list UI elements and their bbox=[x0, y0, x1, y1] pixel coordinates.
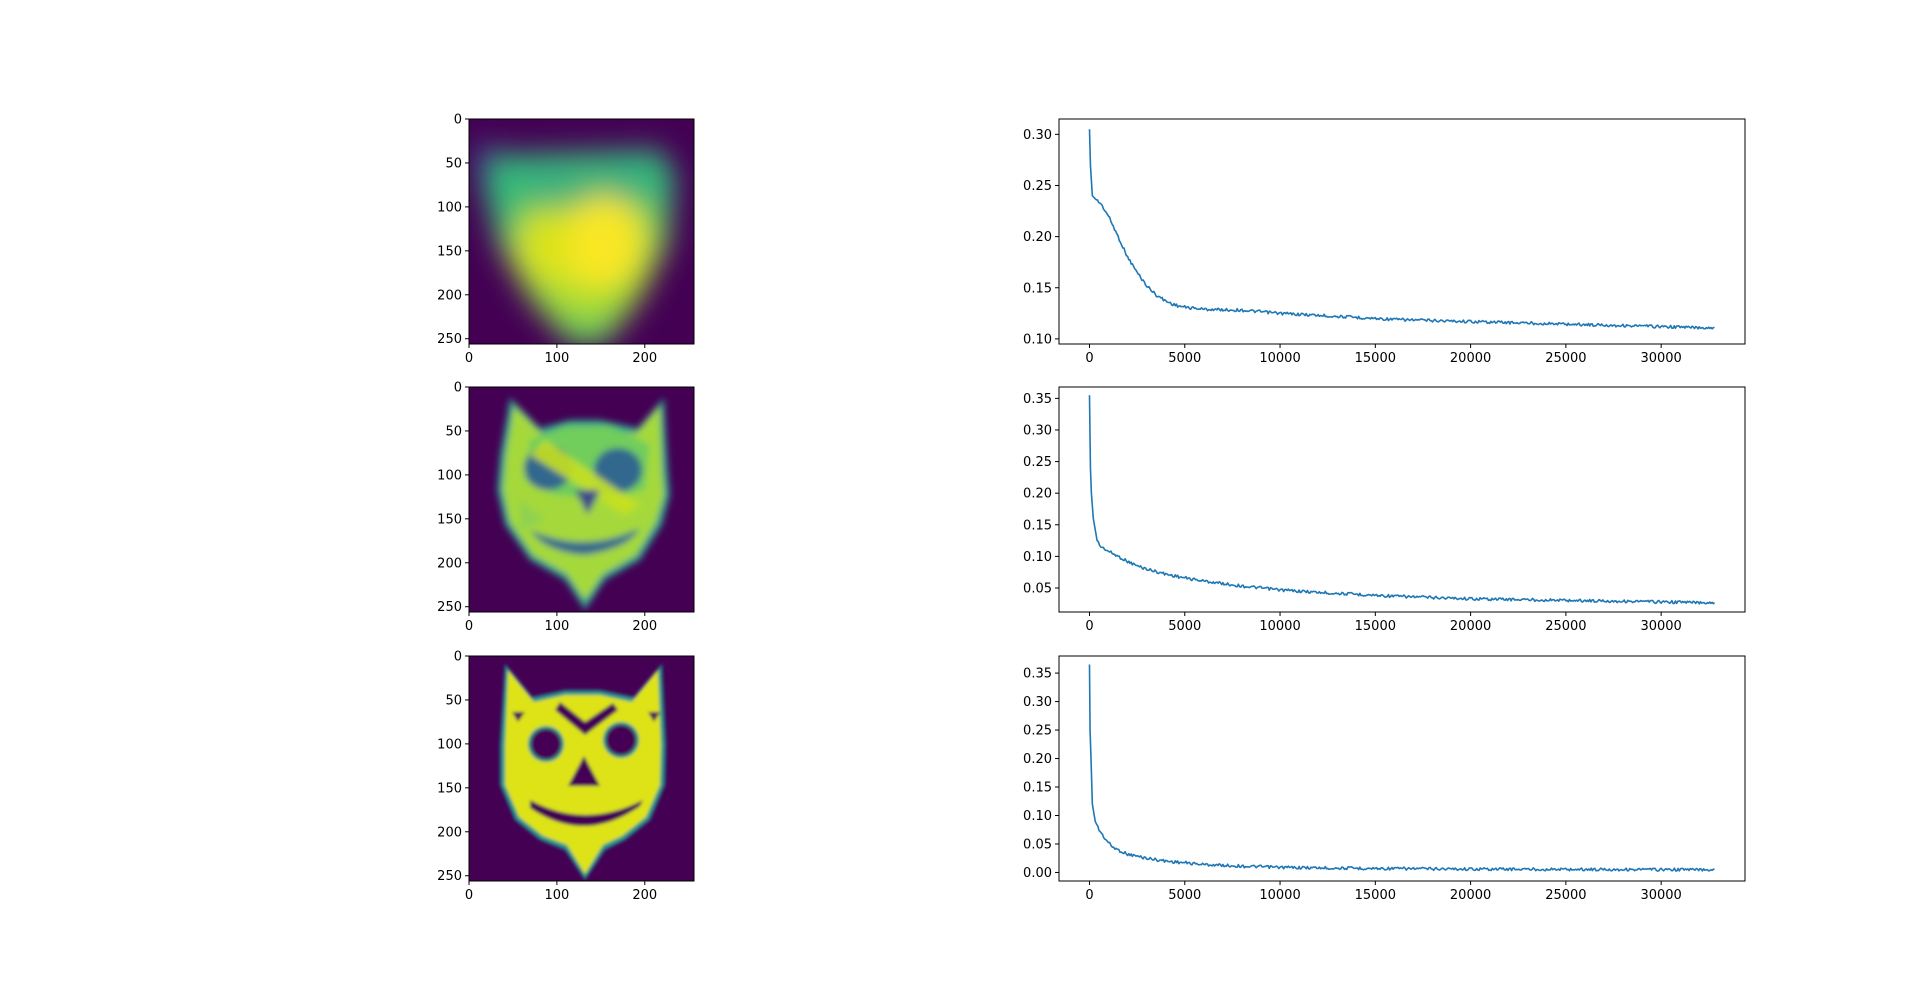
x-tick-label: 25000 bbox=[1545, 619, 1586, 634]
x-tick-label: 15000 bbox=[1355, 351, 1396, 366]
x-tick-label: 0 bbox=[465, 351, 473, 366]
x-tick-label: 10000 bbox=[1259, 888, 1300, 903]
y-tick-label: 0.10 bbox=[1023, 332, 1052, 347]
loss-panel-1: 0 5000 10000 15000 20000 25000 30000 0.10 0.15 0.… bbox=[1023, 118, 1746, 366]
image-axis-2: 0 100 200 0 50 100 150 200 250 bbox=[437, 381, 657, 635]
y-tick-label: 100 bbox=[437, 737, 462, 752]
y-tick-label: 0.20 bbox=[1023, 487, 1052, 502]
y-tick-label: 150 bbox=[437, 244, 462, 259]
x-tick-label: 0 bbox=[1085, 619, 1093, 634]
y-tick-label: 0.00 bbox=[1023, 866, 1052, 881]
x-tick-label: 200 bbox=[632, 351, 657, 366]
y-tick-label: 200 bbox=[437, 556, 462, 571]
plot-frame bbox=[1058, 386, 1746, 613]
y-tick-label: 0.35 bbox=[1023, 667, 1052, 682]
y-tick-label: 0.20 bbox=[1023, 752, 1052, 767]
y-tick-label: 50 bbox=[445, 693, 462, 708]
x-tick-label: 200 bbox=[632, 888, 657, 903]
x-tick-label: 20000 bbox=[1450, 351, 1491, 366]
y-tick-label: 200 bbox=[437, 825, 462, 840]
loss-panel-3: 0 5000 10000 15000 20000 25000 30000 0.00 0.05 0.… bbox=[1023, 655, 1746, 903]
y-tick-label: 0.20 bbox=[1023, 230, 1052, 245]
x-tick-label: 20000 bbox=[1450, 619, 1491, 634]
x-tick-label: 25000 bbox=[1545, 888, 1586, 903]
x-tick-label: 10000 bbox=[1259, 351, 1300, 366]
y-tick-label: 100 bbox=[437, 200, 462, 215]
loss-series-line bbox=[1088, 129, 1715, 330]
y-tick-label: 0.30 bbox=[1023, 423, 1052, 438]
x-tick-label: 100 bbox=[544, 888, 569, 903]
image-axis-1: 0 100 200 0 50 100 150 200 250 bbox=[437, 113, 657, 367]
x-tick-label: 10000 bbox=[1259, 619, 1300, 634]
y-tick-label: 0 bbox=[454, 381, 462, 396]
plot-frame bbox=[1058, 655, 1746, 882]
y-tick-label: 0.05 bbox=[1023, 581, 1052, 596]
y-tick-label: 0.25 bbox=[1023, 724, 1052, 739]
y-tick-label: 0.25 bbox=[1023, 179, 1052, 194]
y-tick-label: 0.10 bbox=[1023, 809, 1052, 824]
y-tick-label: 0.15 bbox=[1023, 281, 1052, 296]
y-tick-label: 0.30 bbox=[1023, 128, 1052, 143]
cat-face-sharp bbox=[500, 664, 666, 880]
loss-series-line bbox=[1088, 395, 1716, 605]
y-tick-label: 0 bbox=[454, 650, 462, 665]
cat-face-rough bbox=[497, 398, 670, 610]
y-tick-label: 0.30 bbox=[1023, 695, 1052, 710]
x-tick-label: 0 bbox=[465, 619, 473, 634]
x-tick-label: 15000 bbox=[1355, 619, 1396, 634]
x-tick-label: 15000 bbox=[1355, 888, 1396, 903]
loss-panel-2: 0 5000 10000 15000 20000 25000 30000 0.05 0.10 0.… bbox=[1023, 386, 1746, 634]
y-tick-label: 150 bbox=[437, 781, 462, 796]
x-tick-label: 25000 bbox=[1545, 351, 1586, 366]
y-tick-label: 0.05 bbox=[1023, 837, 1052, 852]
y-tick-label: 200 bbox=[437, 288, 462, 303]
x-tick-label: 0 bbox=[1085, 351, 1093, 366]
y-tick-label: 50 bbox=[445, 424, 462, 439]
image-panel-3 bbox=[468, 655, 695, 882]
y-tick-label: 0 bbox=[454, 113, 462, 128]
x-tick-label: 20000 bbox=[1450, 888, 1491, 903]
loss-series-line bbox=[1088, 664, 1715, 872]
y-tick-label: 0.35 bbox=[1023, 392, 1052, 407]
image-axis-3: 0 100 200 0 50 100 150 200 250 bbox=[437, 650, 657, 904]
x-tick-label: 30000 bbox=[1640, 619, 1681, 634]
y-tick-label: 0.25 bbox=[1023, 455, 1052, 470]
image-panel-2 bbox=[468, 386, 695, 613]
image-panel-1 bbox=[468, 118, 695, 345]
x-tick-label: 0 bbox=[1085, 888, 1093, 903]
x-tick-label: 5000 bbox=[1168, 351, 1201, 366]
shield-shape bbox=[470, 140, 675, 344]
x-tick-label: 100 bbox=[544, 351, 569, 366]
y-tick-label: 250 bbox=[437, 332, 462, 347]
y-tick-label: 0.10 bbox=[1023, 550, 1052, 565]
y-tick-label: 250 bbox=[437, 600, 462, 615]
y-tick-label: 250 bbox=[437, 869, 462, 884]
x-tick-label: 5000 bbox=[1168, 888, 1201, 903]
y-tick-label: 0.15 bbox=[1023, 781, 1052, 796]
x-tick-label: 200 bbox=[632, 619, 657, 634]
y-tick-label: 150 bbox=[437, 512, 462, 527]
x-tick-label: 5000 bbox=[1168, 619, 1201, 634]
x-tick-label: 30000 bbox=[1640, 888, 1681, 903]
x-tick-label: 30000 bbox=[1640, 351, 1681, 366]
y-tick-label: 100 bbox=[437, 468, 462, 483]
x-tick-label: 0 bbox=[465, 888, 473, 903]
y-tick-label: 0.15 bbox=[1023, 518, 1052, 533]
x-tick-label: 100 bbox=[544, 619, 569, 634]
plot-frame bbox=[1058, 118, 1746, 345]
y-tick-label: 50 bbox=[445, 156, 462, 171]
